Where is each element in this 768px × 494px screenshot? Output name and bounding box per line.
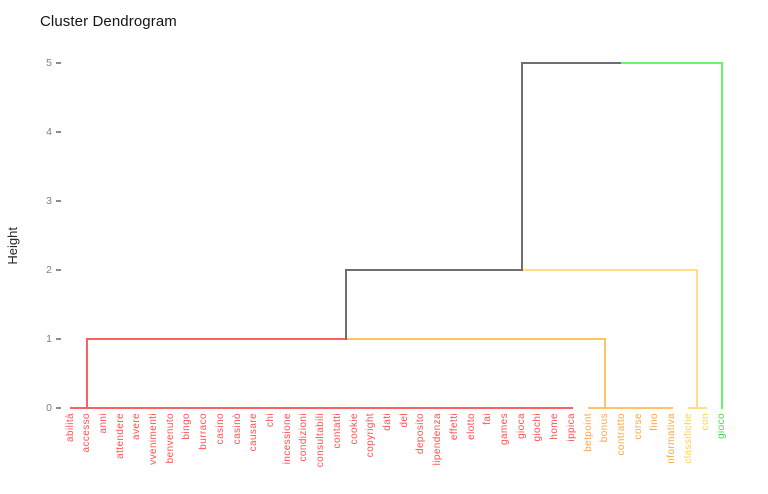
- branch-segment: [721, 62, 724, 409]
- branch-segment: [520, 62, 623, 64]
- branch-segment: [604, 338, 607, 409]
- leaf-label: del: [398, 413, 410, 428]
- leaf-label: condizioni: [298, 413, 310, 462]
- branch-segment: [345, 269, 348, 340]
- leaf-label: burraco: [198, 413, 210, 450]
- y-axis-tick-mark: [56, 269, 61, 271]
- leaf-label: fino: [649, 413, 661, 431]
- y-axis-tick-mark: [56, 62, 61, 64]
- leaf-label: effetti: [448, 413, 460, 441]
- y-axis-tick-label: 5: [46, 57, 52, 69]
- branch-segment: [587, 407, 674, 409]
- leaf-label: accesso: [81, 413, 93, 453]
- leaf-label: nformativa: [666, 413, 678, 464]
- leaf-label: classifiche: [682, 413, 694, 464]
- leaf-label: anni: [97, 413, 109, 434]
- branch-segment: [687, 407, 707, 409]
- y-axis-tick-mark: [56, 407, 61, 409]
- leaf-label: chi: [265, 413, 277, 427]
- branch-segment: [345, 269, 523, 271]
- leaf-label: deposito: [415, 413, 427, 455]
- y-axis-tick-label: 1: [46, 333, 52, 345]
- y-axis-label: Height: [5, 227, 20, 265]
- branch-segment: [69, 407, 573, 409]
- branch-segment: [520, 62, 523, 271]
- leaf-label: consultabili: [315, 413, 327, 468]
- y-axis-tick-label: 2: [46, 264, 52, 276]
- leaf-label: lipendenza: [432, 413, 444, 466]
- leaf-label: ippica: [565, 413, 577, 442]
- leaf-label: giochi: [532, 413, 544, 442]
- branch-segment: [520, 269, 699, 271]
- leaf-label: games: [499, 413, 510, 446]
- leaf-label: attendere: [114, 413, 126, 459]
- leaf-label: copyright: [365, 413, 377, 458]
- leaf-label: corse: [632, 413, 644, 440]
- y-axis-tick-label: 3: [46, 195, 52, 207]
- y-axis-tick-mark: [56, 131, 61, 133]
- branch-segment: [696, 269, 699, 409]
- leaf-label: cookie: [348, 413, 360, 445]
- leaf-label: casinò: [231, 413, 243, 445]
- leaf-label: abilità: [64, 413, 76, 442]
- y-axis-tick-mark: [56, 200, 61, 202]
- leaf-label: vvenimenti: [148, 413, 160, 465]
- branch-segment: [86, 338, 348, 340]
- leaf-label: dati: [382, 413, 394, 431]
- y-axis-tick-label: 4: [46, 126, 52, 138]
- leaf-label: incessione: [281, 413, 293, 465]
- leaf-label: benvenuto: [164, 413, 176, 464]
- leaf-label: causare: [248, 413, 260, 452]
- branch-segment: [345, 338, 607, 340]
- leaf-label: elotto: [465, 413, 477, 440]
- leaf-label: bingo: [181, 413, 193, 440]
- branch-segment: [86, 338, 89, 409]
- leaf-label: home: [549, 413, 561, 440]
- leaf-label: avere: [131, 413, 143, 441]
- leaf-label: betpoint: [582, 413, 594, 452]
- leaf-label: bonus: [599, 413, 611, 443]
- leaf-label: contratto: [615, 413, 627, 456]
- y-axis-tick-label: 0: [46, 402, 52, 414]
- branch-segment: [620, 62, 724, 64]
- leaf-label: contatti: [331, 413, 343, 449]
- leaf-label: gioco: [716, 413, 728, 439]
- leaf-label: gioca: [515, 413, 527, 439]
- chart-title: Cluster Dendrogram: [40, 13, 177, 30]
- leaf-label: fai: [482, 413, 494, 425]
- y-axis-tick-mark: [56, 338, 61, 340]
- leaf-label: con: [699, 413, 711, 431]
- leaf-label: casino: [214, 413, 226, 445]
